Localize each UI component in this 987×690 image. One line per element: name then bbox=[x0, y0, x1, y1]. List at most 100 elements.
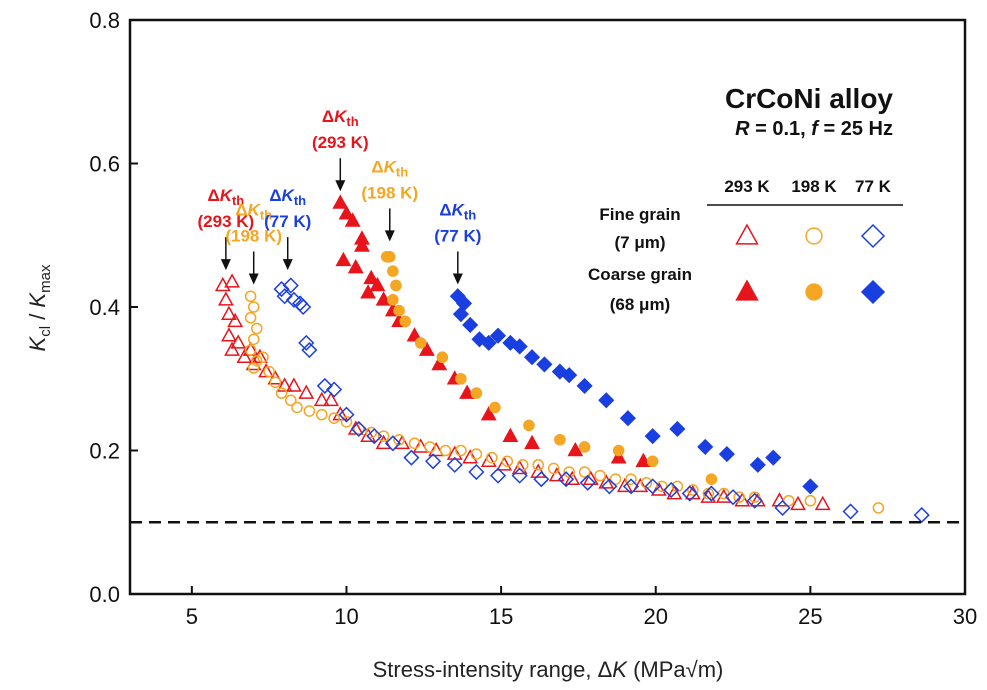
point-fine-grain-198-k bbox=[733, 491, 746, 503]
point-fine-grain-77-k bbox=[468, 463, 485, 481]
y-tick-label: 0.4 bbox=[89, 295, 120, 320]
annotation-temperature: (198 K) bbox=[361, 183, 418, 202]
point-fine-grain-77-k bbox=[384, 435, 401, 452]
chart-title: CrCoNi alloy bbox=[725, 83, 893, 114]
point-coarse-grain-198-k bbox=[436, 351, 449, 364]
y-axis-label-mid: / bbox=[25, 308, 50, 326]
annotation-delta: Δ bbox=[322, 107, 334, 126]
point-fine-grain-293-k bbox=[650, 481, 667, 496]
point-fine-grain-198-k bbox=[408, 437, 421, 450]
point-coarse-grain-293-k bbox=[431, 355, 448, 371]
series-4 bbox=[380, 250, 718, 485]
legend-marker-triangle-filled bbox=[735, 279, 759, 301]
x-tick-label: 30 bbox=[953, 604, 977, 629]
annotation-dkth-1: ΔKth (198 K) bbox=[225, 200, 282, 285]
series-3 bbox=[332, 194, 652, 468]
legend-coarse-size: (68 μm) bbox=[610, 295, 670, 314]
point-fine-grain-77-k bbox=[273, 281, 290, 298]
legend-fine-label: Fine grain bbox=[599, 205, 680, 224]
annotation-temperature: (293 K) bbox=[198, 212, 255, 231]
series-layer bbox=[214, 194, 930, 524]
point-coarse-grain-198-k bbox=[387, 265, 399, 277]
point-fine-grain-198-k bbox=[257, 351, 269, 364]
annotation-temperature: (293 K) bbox=[312, 133, 369, 152]
point-coarse-grain-293-k bbox=[369, 276, 386, 292]
point-fine-grain-77-k bbox=[746, 492, 763, 509]
annotation-temperature: (198 K) bbox=[225, 226, 282, 245]
point-coarse-grain-293-k bbox=[375, 291, 392, 306]
point-fine-grain-77-k bbox=[601, 478, 618, 495]
point-fine-grain-198-k bbox=[244, 311, 257, 324]
point-coarse-grain-293-k bbox=[480, 406, 497, 421]
point-coarse-grain-77-k bbox=[523, 349, 541, 366]
point-fine-grain-293-k bbox=[598, 474, 615, 489]
point-fine-grain-198-k bbox=[303, 405, 316, 417]
point-fine-grain-198-k bbox=[486, 451, 498, 464]
y-tick-label: 0.2 bbox=[89, 439, 120, 464]
point-fine-grain-293-k bbox=[224, 341, 240, 356]
x-tick-label: 25 bbox=[798, 604, 822, 629]
point-coarse-grain-198-k bbox=[393, 304, 405, 317]
point-fine-grain-293-k bbox=[360, 427, 377, 442]
y-tick-label: 0.8 bbox=[89, 8, 120, 33]
y-axis-label-k1: K bbox=[25, 335, 50, 351]
point-coarse-grain-198-k bbox=[523, 419, 535, 432]
point-coarse-grain-293-k bbox=[344, 212, 361, 227]
annotation-symbol: ΔKth bbox=[322, 107, 359, 129]
point-coarse-grain-198-k bbox=[455, 372, 467, 385]
point-coarse-grain-77-k bbox=[489, 327, 507, 344]
point-fine-grain-293-k bbox=[771, 492, 788, 507]
point-fine-grain-198-k bbox=[244, 344, 257, 356]
legend-marker-circle-filled bbox=[805, 283, 823, 301]
point-fine-grain-293-k bbox=[298, 384, 315, 399]
point-fine-grain-293-k bbox=[258, 363, 274, 378]
point-fine-grain-198-k bbox=[247, 333, 260, 346]
point-coarse-grain-77-k bbox=[644, 428, 661, 445]
point-fine-grain-293-k bbox=[236, 348, 253, 364]
point-fine-grain-293-k bbox=[446, 445, 463, 460]
annotation-dkth-3: ΔKth (293 K) bbox=[312, 107, 369, 192]
r-value: = 0.1, bbox=[750, 118, 812, 140]
point-fine-grain-77-k bbox=[403, 449, 420, 466]
annotation-symbol: ΔKth bbox=[235, 200, 272, 222]
point-fine-grain-198-k bbox=[247, 362, 260, 374]
annotation-sub: th bbox=[260, 207, 272, 222]
point-fine-grain-293-k bbox=[530, 463, 547, 478]
annotation-sub: th bbox=[346, 114, 358, 129]
point-fine-grain-77-k bbox=[425, 453, 442, 470]
point-fine-grain-198-k bbox=[251, 322, 263, 335]
legend: 293 K 198 K 77 K Fine grain (7 μm) Coars… bbox=[588, 177, 903, 314]
point-fine-grain-293-k bbox=[227, 312, 244, 328]
annotation-k: K bbox=[384, 157, 398, 176]
point-coarse-grain-293-k bbox=[363, 269, 380, 285]
point-coarse-grain-293-k bbox=[338, 205, 355, 220]
point-fine-grain-77-k bbox=[557, 471, 575, 488]
y-axis-label-sub2: max bbox=[37, 264, 54, 293]
point-coarse-grain-198-k bbox=[399, 315, 412, 328]
point-fine-grain-293-k bbox=[221, 327, 237, 342]
point-fine-grain-198-k bbox=[470, 448, 483, 460]
x-axis-label-k: K bbox=[612, 657, 628, 682]
point-fine-grain-293-k bbox=[734, 492, 751, 507]
point-coarse-grain-293-k bbox=[332, 194, 349, 209]
point-coarse-grain-293-k bbox=[360, 284, 377, 299]
point-fine-grain-77-k bbox=[446, 456, 463, 473]
f-value: = 25 Hz bbox=[818, 118, 893, 140]
point-fine-grain-198-k bbox=[377, 430, 390, 442]
point-coarse-grain-293-k bbox=[354, 237, 370, 252]
point-coarse-grain-198-k bbox=[470, 387, 483, 399]
series-1 bbox=[244, 290, 885, 514]
point-fine-grain-77-k bbox=[301, 341, 318, 359]
annotation-temperature: (77 K) bbox=[264, 212, 311, 231]
point-coarse-grain-293-k bbox=[406, 327, 423, 342]
point-fine-grain-198-k bbox=[782, 494, 795, 507]
point-fine-grain-198-k bbox=[687, 484, 699, 496]
annotation-arrow-head bbox=[384, 230, 395, 242]
annotation-delta: Δ bbox=[207, 186, 219, 205]
x-axis-label-pre: Stress-intensity range, Δ bbox=[373, 657, 613, 682]
y-axis-label: Kcl / Kmax bbox=[25, 264, 54, 351]
point-fine-grain-293-k bbox=[230, 334, 247, 349]
point-coarse-grain-198-k bbox=[489, 401, 501, 414]
point-fine-grain-293-k bbox=[217, 291, 234, 306]
point-fine-grain-77-k bbox=[774, 499, 791, 516]
